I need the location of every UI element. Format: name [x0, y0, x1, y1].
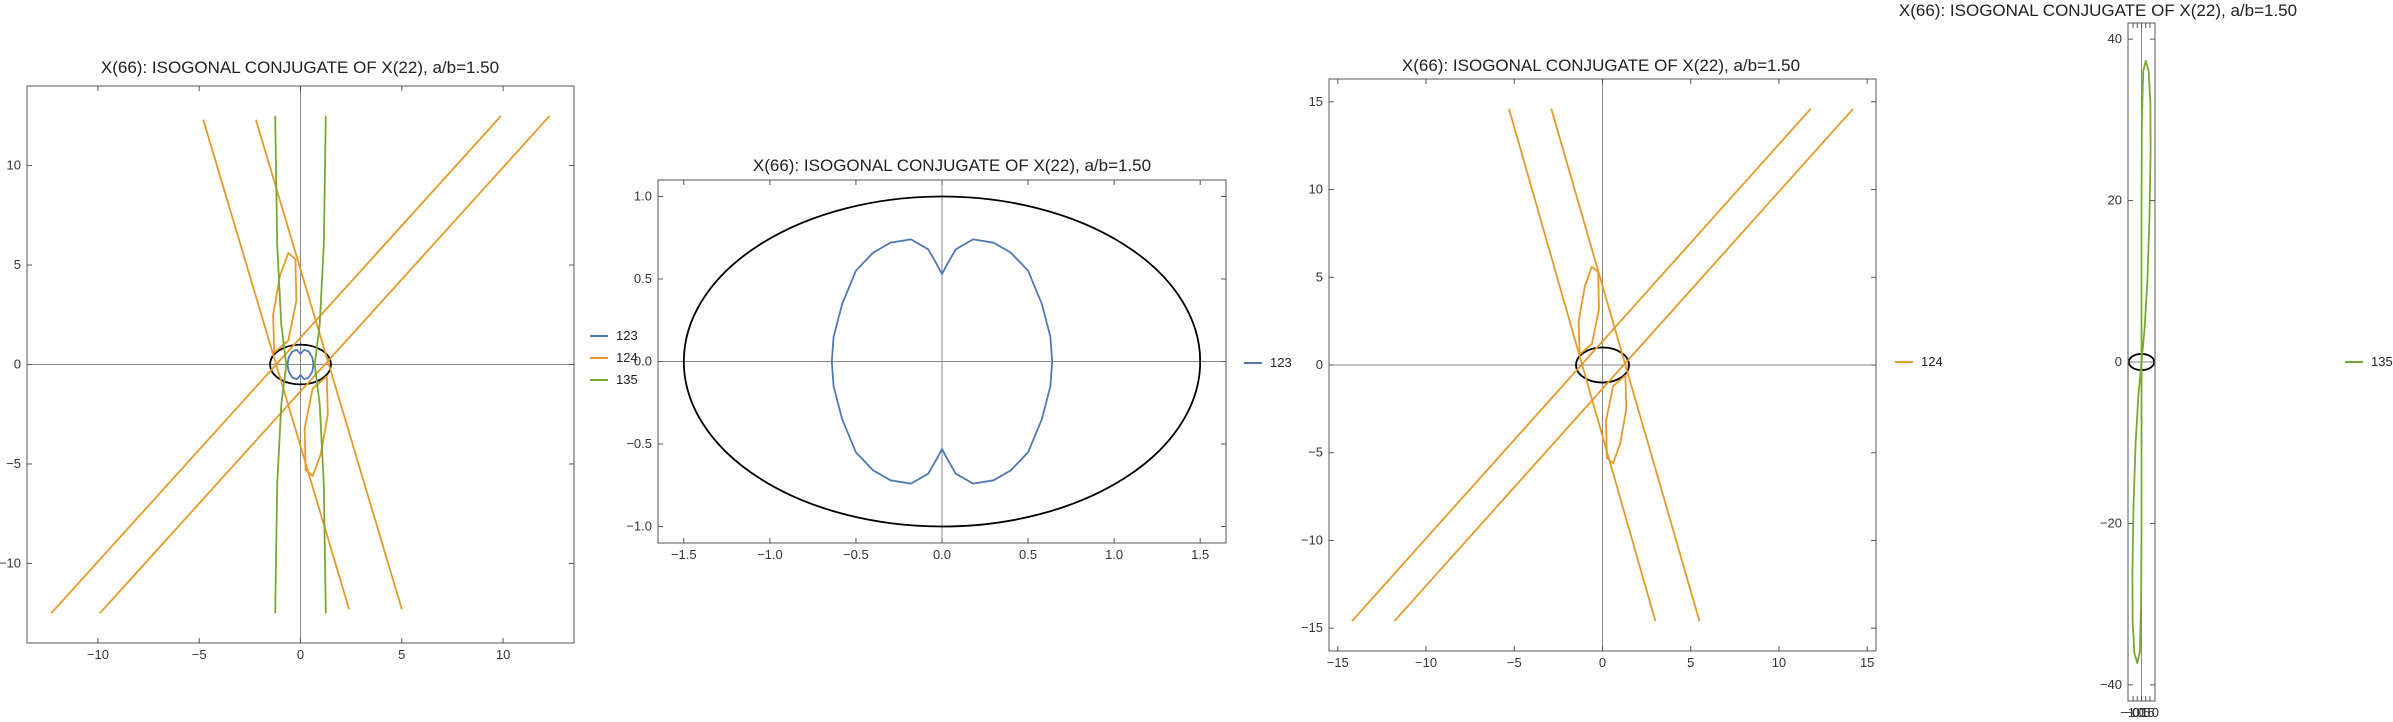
chart-1: X(66): ISOGONAL CONJUGATE OF X(22), a/b=… [0, 58, 638, 662]
y-tick-label: −10 [0, 555, 21, 570]
chart-3-plot: −15 −10 −5 0 5 10 15 −15 −10 −5 0 5 10 15 124 [1301, 78, 1943, 670]
y-tick-label: −20 [2100, 515, 2122, 530]
legend-label-135: 135 [616, 372, 638, 387]
chart-1-title: X(66): ISOGONAL CONJUGATE OF X(22), a/b=… [101, 58, 499, 77]
y-tick-label: 40 [2108, 31, 2122, 46]
y-tick-label: −0.5 [626, 436, 652, 451]
series-124-curve [272, 252, 298, 354]
x-tick-label: −1.5 [671, 547, 697, 562]
y-tick-label: 20 [2108, 193, 2122, 208]
x-tick-label: −10 [87, 647, 109, 662]
plot-area [1351, 108, 1854, 622]
x-tick-label: −0.5 [843, 547, 869, 562]
y-tick-label: −15 [1301, 620, 1323, 635]
series-135-curve [274, 115, 288, 614]
x-tick-label: 5 [398, 647, 405, 662]
chart-3-title: X(66): ISOGONAL CONJUGATE OF X(22), a/b=… [1402, 56, 1800, 75]
chart-1-plot: −10 −5 0 5 10 −10 −5 0 5 10 123 124 135 [0, 85, 638, 662]
plot-area [50, 115, 551, 614]
x-tick-label: −1.0 [757, 547, 783, 562]
series-124-curve [255, 119, 403, 610]
y-tick-label: −10 [1301, 532, 1323, 547]
series-135-curve [313, 115, 327, 614]
y-tick-label: 0.5 [634, 271, 652, 286]
legend-label-135: 135 [2371, 354, 2393, 369]
series-124-curve [1605, 374, 1628, 465]
series-124-curve [1508, 108, 1657, 622]
x-tick-label: 0.0 [2132, 705, 2150, 720]
series-124-curve [1550, 108, 1701, 622]
y-tick-label: −5 [1308, 445, 1323, 460]
chart-2: X(66): ISOGONAL CONJUGATE OF X(22), a/b=… [626, 156, 1291, 562]
x-tick-label: −0.5 [2124, 705, 2150, 720]
legend-label-123: 123 [616, 328, 638, 343]
x-tick-label: 5 [1687, 655, 1694, 670]
x-tick-label: 0.5 [2137, 705, 2155, 720]
chart-4-plot: −1.0−0.50.00.51.0 −40 −20 0 20 40 135 [2100, 22, 2393, 720]
y-tick-label: 15 [1309, 94, 1323, 109]
series-123-curve [286, 348, 315, 381]
y-tick-label: 0.0 [634, 354, 652, 369]
x-tick-label: −10 [1415, 655, 1437, 670]
series-135-curve [2131, 60, 2152, 664]
y-tick-label: −5 [6, 456, 21, 471]
plot-area [682, 195, 1202, 528]
reference-ellipse [1575, 346, 1630, 384]
series-124-curve [99, 115, 551, 614]
y-tick-label: 10 [1309, 182, 1323, 197]
legend-label-124: 124 [1921, 354, 1943, 369]
x-tick-label: −5 [192, 647, 207, 662]
x-tick-label: 0 [1599, 655, 1606, 670]
chart-4: X(66): ISOGONAL CONJUGATE OF X(22), a/b=… [1899, 1, 2393, 720]
series-124-curve [1577, 265, 1600, 356]
x-tick-label: −1.0 [2120, 705, 2146, 720]
chart-2-plot: −1.5 −1.0 −0.5 0.0 0.5 1.0 1.5 −1.0 −0.5 0.0 0.5 1.… [626, 179, 1292, 562]
reference-ellipse [269, 343, 332, 386]
x-tick-label: −5 [1507, 655, 1522, 670]
y-tick-label: 5 [1316, 269, 1323, 284]
y-tick-label: −40 [2100, 677, 2122, 692]
x-tick-label: 15 [1860, 655, 1874, 670]
series-123-curve [830, 238, 1054, 485]
y-tick-label: 0 [2115, 354, 2122, 369]
series-124-curve [303, 375, 329, 477]
x-tick-label: 1.0 [1105, 547, 1123, 562]
x-tick-label: 0 [297, 647, 304, 662]
legend-label-123: 123 [1270, 355, 1292, 370]
x-tick-label: 1.0 [2141, 705, 2159, 720]
x-tick-label: 0.0 [933, 547, 951, 562]
x-tick-label: 1.5 [1191, 547, 1209, 562]
chart-3: X(66): ISOGONAL CONJUGATE OF X(22), a/b=… [1301, 56, 1943, 670]
reference-ellipse [682, 195, 1202, 528]
y-tick-label: 1.0 [634, 189, 652, 204]
x-tick-label: 0.5 [1019, 547, 1037, 562]
y-tick-label: 10 [7, 158, 21, 173]
x-tick-label: −15 [1327, 655, 1349, 670]
x-tick-label: 10 [496, 647, 510, 662]
y-tick-label: 0 [1316, 357, 1323, 372]
chart-4-title: X(66): ISOGONAL CONJUGATE OF X(22), a/b=… [1899, 1, 2297, 20]
legend-label-124: 124 [616, 350, 638, 365]
y-tick-label: 0 [14, 357, 21, 372]
y-tick-label: 5 [14, 257, 21, 272]
x-tick-label: 10 [1772, 655, 1786, 670]
y-tick-label: −1.0 [626, 519, 652, 534]
chart-2-title: X(66): ISOGONAL CONJUGATE OF X(22), a/b=… [753, 156, 1151, 175]
series-124-curve [1393, 108, 1854, 622]
